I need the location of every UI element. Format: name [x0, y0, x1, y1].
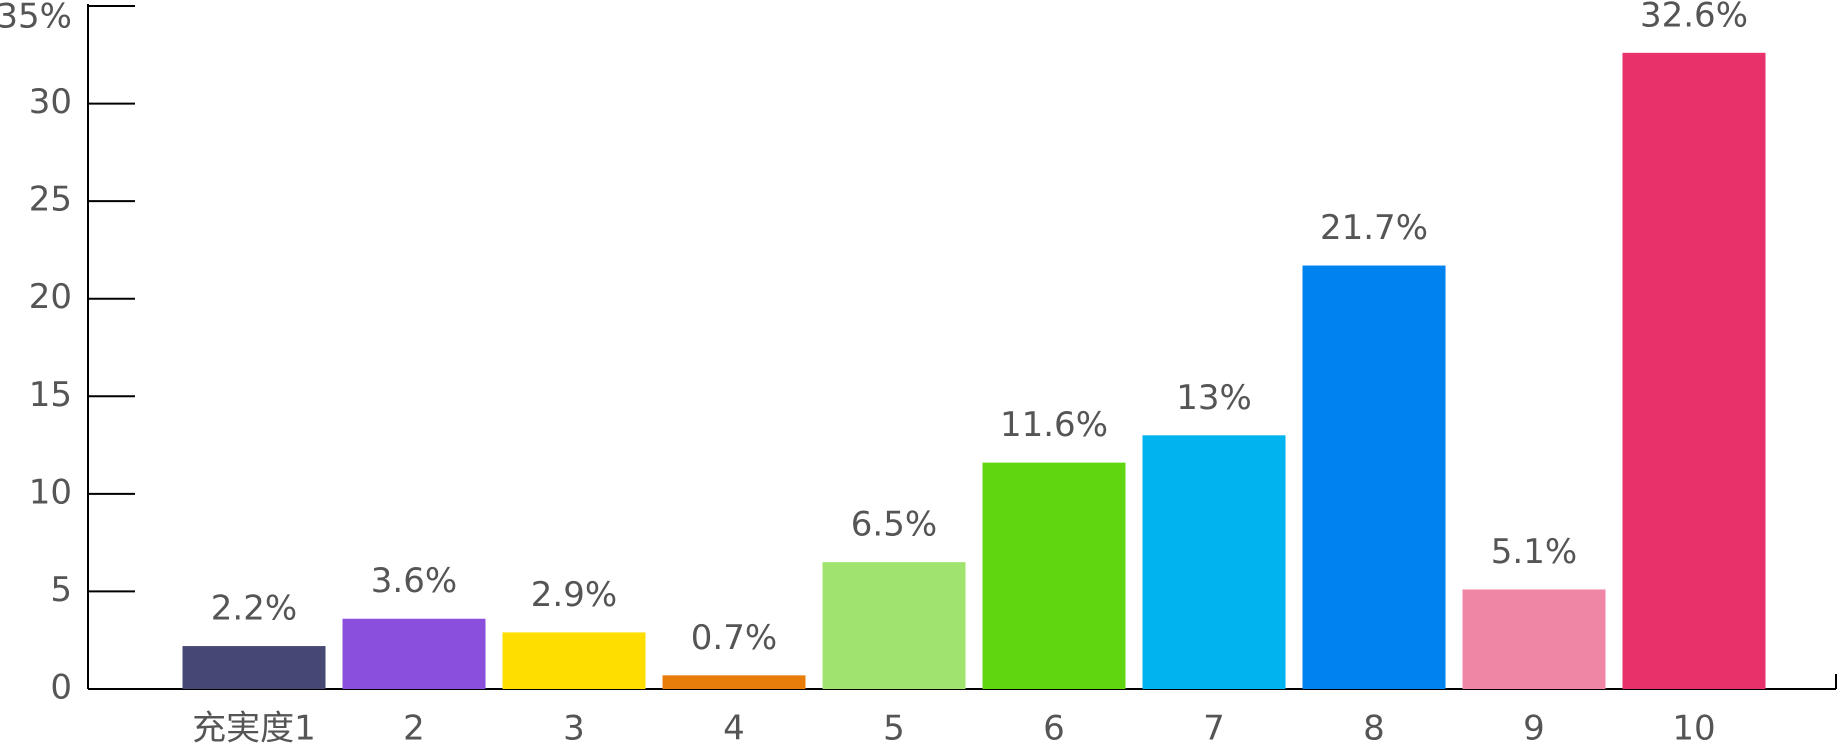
x-tick-label: 9 [1523, 709, 1545, 747]
value-label: 5.1% [1491, 532, 1577, 572]
value-label: 21.7% [1320, 208, 1428, 248]
bar [1462, 589, 1606, 689]
bar [182, 646, 326, 689]
x-tick-label: 5 [883, 709, 905, 747]
bar [982, 462, 1126, 689]
y-tick-label: 5 [50, 570, 72, 610]
x-tick-label: 4 [723, 709, 745, 747]
y-tick-label: 25 [29, 180, 72, 220]
bar [822, 562, 966, 689]
bar [1142, 435, 1286, 689]
value-label: 11.6% [1000, 405, 1108, 445]
x-tick-label: 7 [1203, 709, 1225, 747]
y-tick-label: 35% [0, 0, 72, 37]
y-tick-label: 10 [29, 472, 72, 512]
value-label: 13% [1176, 378, 1252, 418]
bar [662, 675, 806, 689]
x-tick-label: 8 [1363, 709, 1385, 747]
value-label: 2.2% [211, 589, 297, 629]
bar [1622, 52, 1766, 689]
x-tick-label: 充実度1 [192, 709, 316, 747]
x-tick-label: 6 [1043, 709, 1065, 747]
x-tick-label: 3 [563, 709, 585, 747]
value-label: 3.6% [371, 561, 457, 601]
value-label: 32.6% [1640, 0, 1748, 35]
x-tick-label: 2 [403, 709, 425, 747]
x-tick-label: 10 [1672, 709, 1715, 747]
value-label: 0.7% [691, 618, 777, 658]
y-tick-label: 20 [29, 277, 72, 317]
bar [342, 618, 486, 689]
y-tick-label: 30 [29, 82, 72, 122]
value-label: 2.9% [531, 575, 617, 615]
value-label: 6.5% [851, 505, 937, 545]
bar [1302, 265, 1446, 689]
bar [502, 632, 646, 689]
y-tick-label: 0 [50, 668, 72, 708]
y-tick-label: 15 [29, 375, 72, 415]
